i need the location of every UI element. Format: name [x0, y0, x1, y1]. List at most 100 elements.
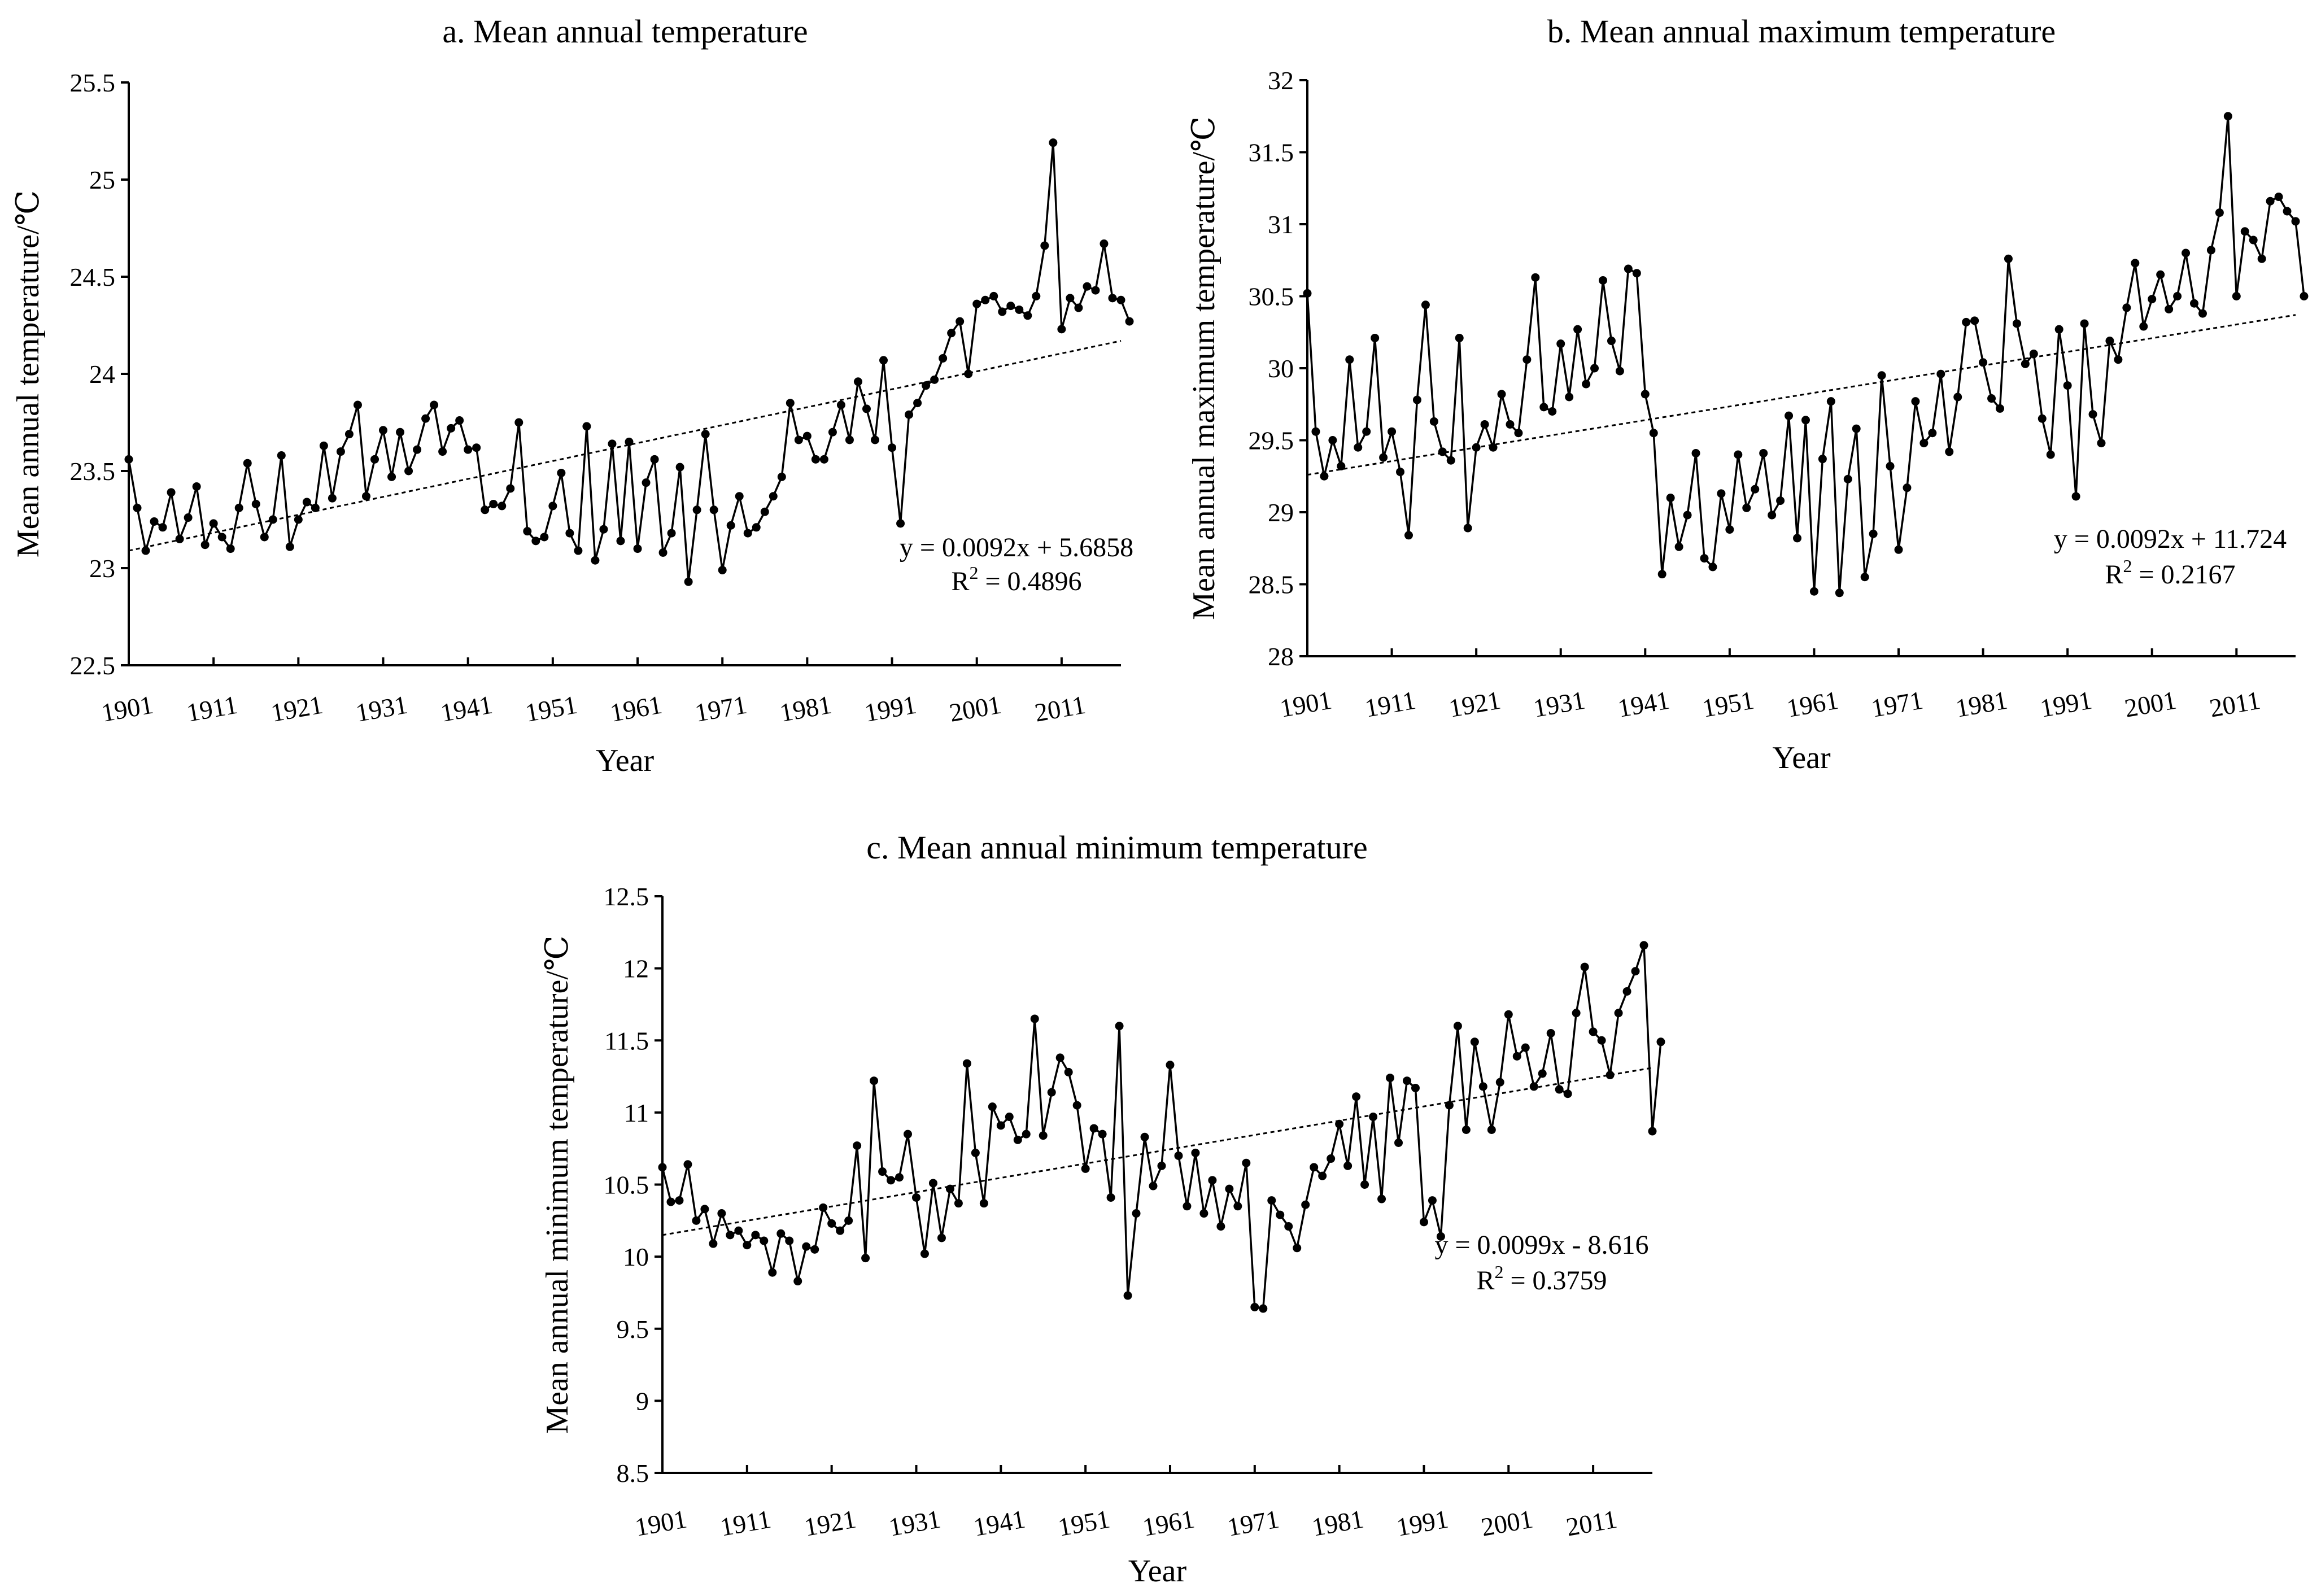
data-point-b: [1826, 397, 1835, 406]
data-point-b: [1768, 511, 1777, 520]
data-point-a: [430, 400, 439, 409]
data-point-b: [2206, 246, 2215, 255]
data-point-b: [2114, 355, 2123, 364]
data-point-c: [1529, 1082, 1538, 1091]
data-point-a: [404, 466, 413, 476]
data-point-c: [1225, 1184, 1234, 1193]
data-point-a: [684, 577, 693, 586]
data-point-b: [1641, 390, 1650, 399]
data-point-b: [2054, 325, 2063, 334]
data-point-b: [1734, 450, 1743, 459]
data-point-b: [1362, 427, 1371, 436]
chart-c: c. Mean annual minimum temperature 8.5 9 9.…: [540, 829, 1665, 1589]
data-point-b: [1607, 337, 1616, 346]
data-point-a: [633, 544, 642, 553]
data-point-a: [1091, 286, 1100, 295]
data-point-a: [701, 430, 710, 439]
data-point-c: [1555, 1085, 1564, 1094]
data-point-b: [2071, 492, 2080, 501]
r2-prefix-c: R: [1476, 1266, 1494, 1296]
data-point-b: [1962, 317, 1971, 326]
y-tick-label-b: 31: [1268, 210, 1294, 239]
y-tick-label-c: 9: [636, 1386, 649, 1415]
data-point-a: [328, 494, 337, 503]
x-tick-label-b: 1901: [1278, 686, 1334, 723]
data-point-b: [1429, 417, 1438, 426]
r-squared-c: R2 = 0.3759: [1476, 1262, 1607, 1296]
data-point-a: [972, 299, 981, 308]
data-point-c: [1352, 1092, 1361, 1101]
data-point-b: [1869, 529, 1878, 538]
data-point-c: [1419, 1218, 1428, 1227]
data-point-a: [642, 478, 651, 487]
data-point-b: [1396, 468, 1405, 477]
data-point-a: [939, 354, 948, 363]
x-tick-label-b: 2011: [2207, 686, 2263, 723]
data-point-a: [879, 356, 888, 365]
x-tick-label-a: 1941: [438, 690, 494, 727]
y-axis-label-a: Mean annual temperature/℃: [11, 190, 46, 557]
data-point-b: [2105, 337, 2114, 346]
data-point-b: [1565, 393, 1574, 402]
data-point-b: [1446, 456, 1455, 465]
x-tick-label-a: 1951: [523, 690, 579, 727]
data-point-a: [489, 499, 498, 508]
data-point-b: [1666, 494, 1675, 502]
x-tick-label-c: 1921: [802, 1505, 858, 1542]
x-tick-label-b: 2001: [2122, 686, 2178, 723]
data-point-c: [658, 1163, 667, 1172]
data-point-a: [922, 381, 931, 390]
data-point-a: [540, 533, 549, 542]
data-point-a: [548, 502, 557, 511]
data-point-b: [1936, 369, 1945, 378]
data-point-b: [2173, 292, 2182, 300]
data-point-b: [2097, 439, 2106, 448]
data-point-c: [1512, 1052, 1521, 1061]
series-line-a: [128, 142, 1131, 582]
data-point-a: [464, 445, 473, 454]
data-point-b: [1388, 427, 1397, 436]
trend-line-a: [128, 340, 1122, 552]
data-point-a: [353, 400, 362, 409]
x-axis-label-c: Year: [1128, 1554, 1187, 1589]
x-tick-label-c: 1911: [718, 1505, 773, 1542]
data-point-a: [260, 533, 269, 542]
x-tick-label-c: 1901: [633, 1505, 689, 1542]
data-point-b: [2038, 414, 2047, 423]
x-tick-label-b: 1961: [1785, 686, 1840, 723]
data-point-c: [1284, 1222, 1293, 1231]
data-point-c: [1461, 1126, 1471, 1135]
data-point-b: [1691, 448, 1700, 457]
data-point-c: [675, 1196, 684, 1205]
data-point-b: [1683, 511, 1692, 520]
data-point-c: [726, 1231, 735, 1240]
data-point-b: [1886, 461, 1895, 470]
x-tick-label-b: 1941: [1616, 686, 1672, 723]
data-point-a: [574, 546, 583, 555]
data-point-c: [1639, 941, 1648, 950]
data-point-a: [311, 503, 320, 512]
data-point-c: [878, 1167, 887, 1176]
series-line-b: [1306, 116, 2305, 593]
data-point-b: [1809, 587, 1818, 596]
data-point-c: [1343, 1161, 1353, 1170]
data-point-b: [1801, 416, 1810, 425]
data-point-a: [387, 472, 396, 481]
x-tick-label-c: 2001: [1479, 1505, 1535, 1542]
data-point-a: [396, 428, 405, 437]
data-point-b: [1463, 524, 1472, 533]
data-point-b: [2274, 193, 2283, 202]
y-tick-label-a: 24.5: [70, 263, 116, 291]
x-tick-label-b: 1971: [1869, 686, 1925, 723]
data-point-b: [1776, 496, 1785, 505]
data-point-c: [1149, 1181, 1158, 1191]
x-tick-label-c: 1961: [1141, 1505, 1197, 1542]
data-point-c: [1538, 1069, 1547, 1078]
data-point-c: [666, 1197, 675, 1206]
x-tick-label-a: 1961: [608, 690, 664, 727]
data-point-c: [954, 1199, 963, 1208]
r-squared-b: R2 = 0.2167: [2105, 556, 2235, 590]
data-point-a: [141, 546, 150, 555]
data-point-b: [2266, 197, 2275, 206]
data-point-a: [481, 505, 490, 514]
